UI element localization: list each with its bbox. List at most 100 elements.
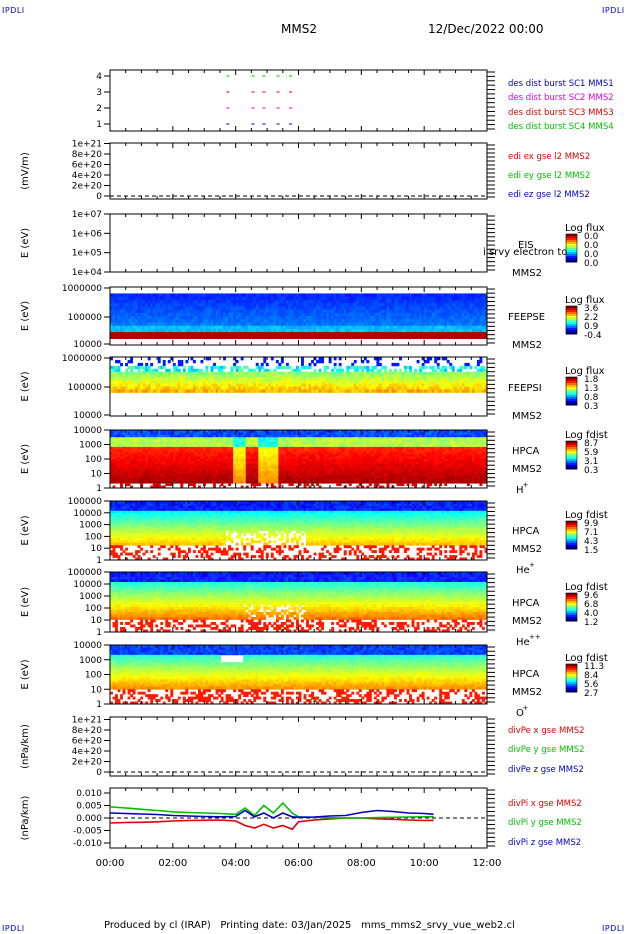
hpca-he2-species-label: He [516,637,530,648]
y-tick-label: 100 [85,671,102,681]
burst-y-axis: 1 2 3 4 [96,72,110,130]
legend-entry: des dist burst SC3 MMS3 [508,108,614,118]
corner-label-top-left: IPDLI [2,6,25,15]
colorbar-tick: 6.8 [584,600,599,610]
legend-entry: des dist burst SC1 MMS1 [508,79,614,89]
hpca-he2-spacecraft-label: MMS2 [512,616,542,627]
y-tick-label: 1 [96,700,102,710]
hpca-o-species-label: O [516,708,524,719]
y-tick-label: 100 [85,532,102,542]
hpca-h-spacecraft-label: MMS2 [512,464,542,475]
time-tick-label: 04:00 [221,858,250,869]
colorbar-tick: 4.0 [584,609,599,619]
y-tick-label: 10000 [73,411,102,421]
y-tick-label: 2 [96,104,102,114]
feeps-e-spectrogram [110,293,488,339]
feeps-i-spacecraft-label: MMS2 [512,411,542,422]
y-tick-label: 100 [85,604,102,614]
hpca-h-y-axis: 1 10 100 1000 10000 [73,426,110,494]
colorbar-tick: -0.4 [584,331,602,341]
legend-entry: divPe y gse MMS2 [508,745,585,755]
y-tick-label: 100 [85,455,102,465]
y-tick-label: 10000 [73,580,102,590]
feeps-e-spacecraft-label: MMS2 [512,340,542,351]
y-tick-label: 100000 [68,383,103,393]
eis-panel-frame [109,213,488,273]
divpi-y-axis: -0.010 -0.005 0.000 0.005 0.010 [73,789,110,849]
y-tick-label: 4e+20 [72,171,103,181]
colorbar-tick: 5.6 [584,680,599,690]
y-tick-label: 100000 [68,568,103,578]
plot-footer: Produced by cl (IRAP) Printing date: 03/… [104,920,515,931]
y-tick-label: 0 [96,768,102,778]
burst-legend: des dist burst SC1 MMS1 des dist burst SC… [508,79,614,132]
colorbar-tick: 3.1 [584,457,598,467]
y-tick-label: 1 [96,556,102,566]
legend-entry: divPi y gse MMS2 [508,818,582,828]
legend-entry: des dist burst SC2 MMS2 [508,93,614,103]
y-tick-label: -0.005 [73,827,102,837]
footer-printing-date: Printing date: 03/Jan/2025 [220,920,352,931]
colorbar-tick: 1.8 [584,375,599,385]
feeps-i-spectrogram [110,357,488,393]
colorbar-tick: 0.9 [584,322,599,332]
y-tick-label: 1000000 [62,354,102,364]
colorbar-tick: 1.2 [584,618,598,628]
y-tick-label: 0 [96,192,102,202]
feeps-e-y-axis: 10000 100000 1000000 [62,284,110,350]
colorbar-tick: 0.0 [584,259,599,269]
hpca-he-instrument-label: HPCA [512,526,540,537]
feeps-i-instrument-label: FEEPSI [508,383,542,394]
y-tick-label: 2e+20 [72,758,103,768]
hpca-he2-spectrogram [110,572,488,633]
corner-label-bottom-left: IPDLI [2,924,25,933]
colorbar-tick: 0.0 [584,241,599,251]
y-tick-label: 10 [91,616,103,626]
hpca-he-charge-label: + [529,561,535,569]
colorbar-title: Log fdist [565,510,608,521]
hpca-h-spectrogram [110,430,488,489]
colorbar-tick: 1.3 [584,384,598,394]
hpca-h-species-label: H [516,485,524,496]
colorbar-tick: 8.7 [584,439,598,449]
y-tick-label: 1000 [79,656,102,666]
eis-y-axis: 1e+04 1e+05 1e+06 1e+07 [72,210,110,278]
divpi-series-y [109,801,434,819]
feeps-e-instrument-label: FEEPSE [508,312,545,323]
y-tick-label: 4 [96,72,102,82]
feeps-i-y-label: E (eV) [20,371,31,401]
time-tick-label: 12:00 [473,858,502,869]
time-tick-label: 02:00 [158,858,187,869]
y-tick-label: 1 [96,120,102,130]
colorbar-title: Log flux [565,295,605,306]
y-tick-label: 2e+20 [72,182,103,192]
time-tick-label: 10:00 [410,858,439,869]
colorbar-title: Log fdist [565,653,608,664]
footer-producer: Produced by cl (IRAP) [104,920,211,931]
y-tick-label: 10000 [73,641,102,651]
colorbar-tick: 0.0 [584,250,599,260]
edi-legend: edi ex gse l2 MMS2 edi ey gse l2 MMS2 edi … [508,152,590,200]
hpca-he2-y-axis: 1 10 100 1000 10000 100000 [68,568,110,638]
y-tick-label: 10000 [73,426,102,436]
hpca-h-charge-label: + [523,481,529,489]
hpca-h-y-label: E (eV) [20,444,31,474]
colorbar-title: Log flux [565,366,605,377]
time-tick-label: 08:00 [347,858,376,869]
y-tick-label: 10 [91,470,103,480]
divpe-y-label: (nPa/km) [20,724,31,769]
legend-entry: des dist burst SC4 MMS4 [508,122,614,132]
hpca-o-spectrogram [110,645,488,705]
colorbar-tick: 5.9 [584,448,599,458]
divpi-series-x [109,817,434,831]
mission-title: MMS2 [281,22,317,36]
y-tick-label: 1e+05 [72,249,102,259]
y-tick-label: 1e+04 [72,268,103,278]
